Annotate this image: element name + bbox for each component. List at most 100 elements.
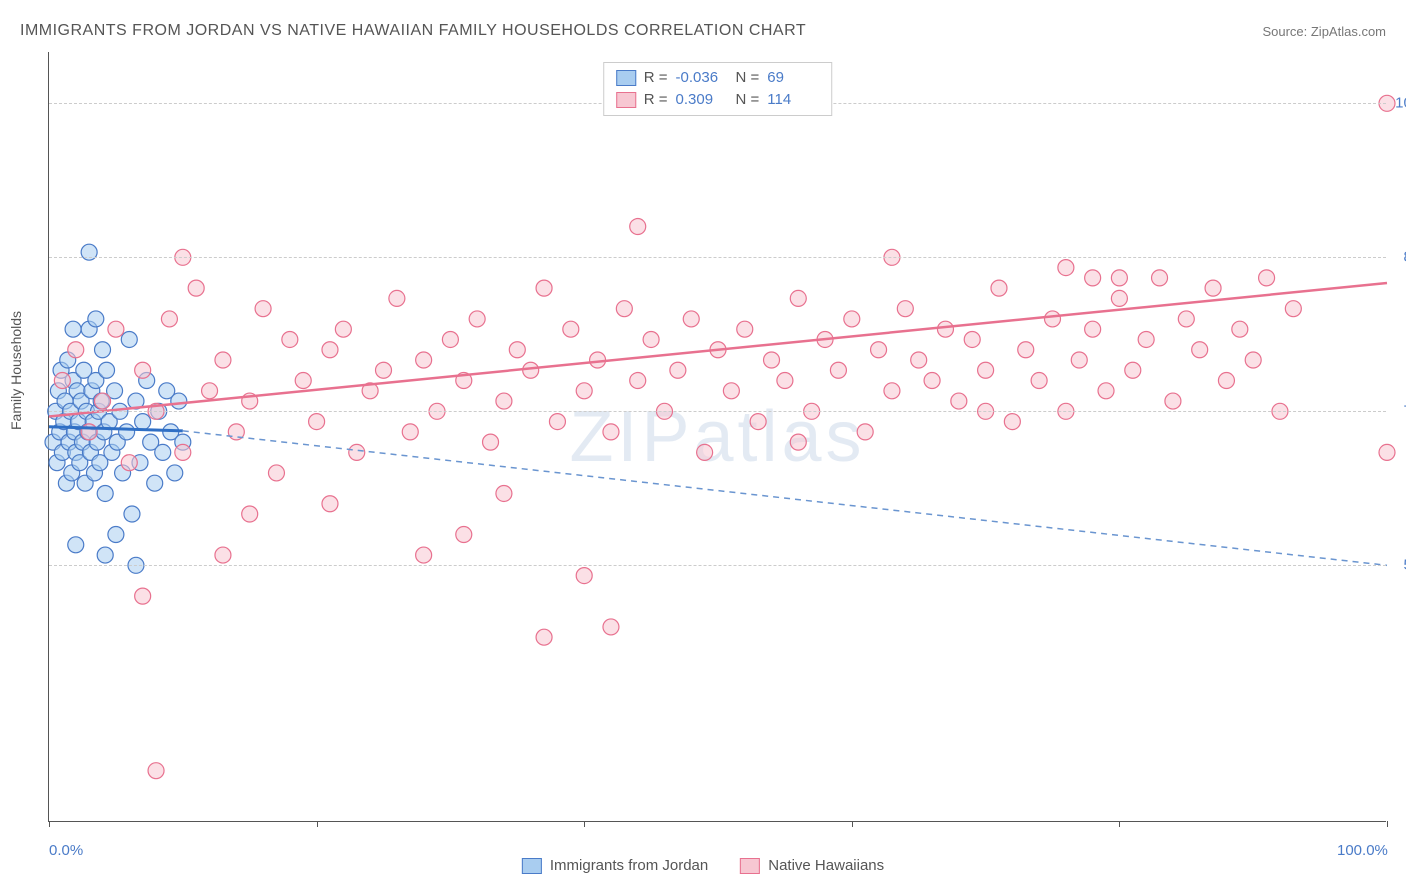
data-point [563,321,579,337]
data-point [964,331,980,347]
legend-r-label: R = [644,89,668,111]
data-point [1165,393,1181,409]
data-point [1218,373,1234,389]
data-point [1085,270,1101,286]
legend-row-1: R = 0.309 N = 114 [616,89,820,111]
data-point [376,362,392,378]
data-point [81,424,97,440]
data-point [723,383,739,399]
data-point [68,537,84,553]
x-tick-label: 100.0% [1337,842,1388,859]
data-point [1152,270,1168,286]
legend-n-label: N = [736,67,760,89]
data-point [871,342,887,358]
data-point [777,373,793,389]
data-point [108,527,124,543]
data-point [54,373,70,389]
data-point [1125,362,1141,378]
data-point [1245,352,1261,368]
legend-n-value-1: 114 [767,89,819,111]
scatter-svg [49,52,1386,821]
data-point [88,311,104,327]
data-point [630,373,646,389]
data-point [496,485,512,501]
data-point [202,383,218,399]
data-point [335,321,351,337]
legend-row-0: R = -0.036 N = 69 [616,67,820,89]
data-point [616,301,632,317]
x-tick [852,821,853,827]
data-point [697,444,713,460]
x-tick [1119,821,1120,827]
data-point [161,311,177,327]
data-point [830,362,846,378]
data-point [790,434,806,450]
data-point [1098,383,1114,399]
data-point [603,619,619,635]
data-point [991,280,1007,296]
series-label-0: Immigrants from Jordan [550,857,708,874]
data-point [295,373,311,389]
data-point [215,547,231,563]
data-point [68,342,84,358]
data-point [155,444,171,460]
legend-r-label: R = [644,67,668,89]
data-point [97,547,113,563]
data-point [1045,311,1061,327]
data-point [175,444,191,460]
data-point [119,424,135,440]
y-gridline [49,565,1386,566]
legend-r-value-0: -0.036 [676,67,728,89]
data-point [95,342,111,358]
data-point [242,506,258,522]
data-point [897,301,913,317]
regression-line-0-dashed [183,431,1387,565]
data-point [509,342,525,358]
y-gridline [49,257,1386,258]
data-point [576,568,592,584]
data-point [349,444,365,460]
x-tick [317,821,318,827]
data-point [416,352,432,368]
data-point [1085,321,1101,337]
data-point [188,280,204,296]
data-point [737,321,753,337]
data-point [496,393,512,409]
data-point [95,393,111,409]
data-point [884,383,900,399]
data-point [135,362,151,378]
data-point [951,393,967,409]
regression-line-1 [49,283,1387,416]
data-point [911,352,927,368]
data-point [97,485,113,501]
data-point [1071,352,1087,368]
data-point [924,373,940,389]
data-point [764,352,780,368]
data-point [750,414,766,430]
source-label: Source: ZipAtlas.com [1262,24,1386,39]
data-point [282,331,298,347]
data-point [1259,270,1275,286]
data-point [1111,270,1127,286]
correlation-legend: R = -0.036 N = 69 R = 0.309 N = 114 [603,62,833,116]
data-point [576,383,592,399]
data-point [108,321,124,337]
series-legend: Immigrants from Jordan Native Hawaiians [522,857,884,874]
data-point [857,424,873,440]
data-point [1379,444,1395,460]
chart-title: IMMIGRANTS FROM JORDAN VS NATIVE HAWAIIA… [20,22,806,40]
data-point [416,547,432,563]
data-point [1004,414,1020,430]
data-point [1031,373,1047,389]
data-point [483,434,499,450]
data-point [121,455,137,471]
data-point [1232,321,1248,337]
data-point [1018,342,1034,358]
y-gridline [49,411,1386,412]
data-point [322,496,338,512]
legend-n-value-0: 69 [767,67,819,89]
data-point [603,424,619,440]
data-point [255,301,271,317]
x-tick-label: 0.0% [49,842,83,859]
data-point [268,465,284,481]
